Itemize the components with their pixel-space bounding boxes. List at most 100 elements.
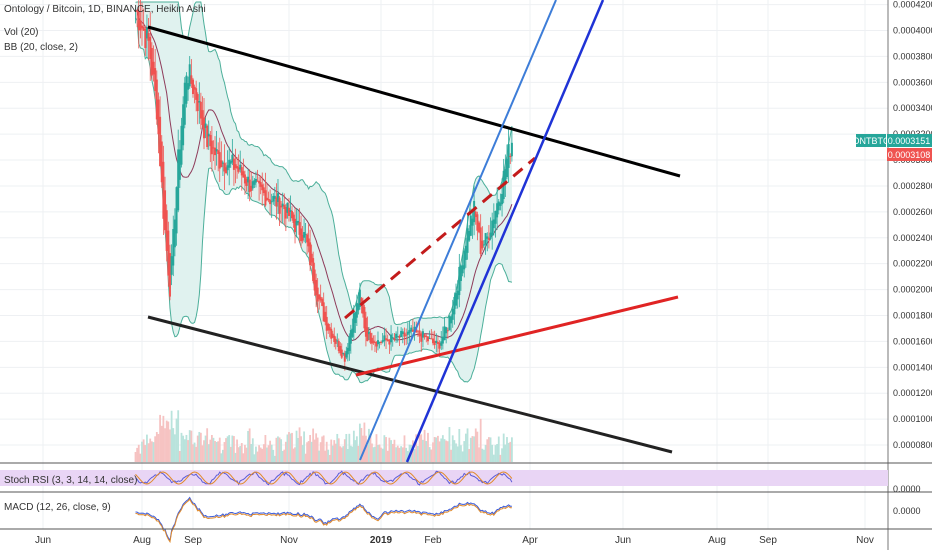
volume-bar bbox=[427, 433, 429, 462]
bollinger-bands bbox=[136, 2, 512, 383]
volume-bar bbox=[285, 442, 287, 462]
volume-bar bbox=[156, 432, 158, 462]
volume-bar bbox=[388, 438, 390, 462]
volume-bar bbox=[495, 445, 497, 462]
volume-bar bbox=[382, 449, 384, 462]
volume-bar bbox=[450, 450, 452, 462]
stoch-label: Stoch RSI (3, 3, 14, 14, close) bbox=[4, 475, 137, 486]
volume-bar bbox=[483, 450, 485, 462]
volume-bar bbox=[280, 439, 282, 462]
x-tick-label: Sep bbox=[184, 535, 202, 546]
volume-bar bbox=[429, 447, 431, 462]
volume-bar bbox=[236, 440, 238, 462]
volume-bar bbox=[279, 437, 281, 462]
volume-bars bbox=[135, 410, 513, 462]
trendline-lightblue-channel[interactable] bbox=[360, 0, 556, 460]
volume-bar bbox=[211, 435, 213, 462]
volume-bar bbox=[268, 445, 270, 462]
volume-bar bbox=[263, 444, 265, 462]
volume-bar bbox=[182, 436, 184, 462]
volume-bar bbox=[272, 450, 274, 462]
volume-bar bbox=[481, 449, 483, 462]
volume-bar bbox=[224, 442, 226, 462]
volume-bar bbox=[440, 438, 442, 462]
volume-bar bbox=[385, 437, 387, 462]
volume-bar bbox=[219, 438, 221, 462]
volume-bar bbox=[506, 437, 508, 462]
volume-bar bbox=[153, 442, 155, 462]
y-tick-label: 0.0002400 bbox=[893, 233, 932, 243]
volume-bar bbox=[468, 449, 470, 462]
volume-bar bbox=[425, 441, 427, 462]
volume-bar bbox=[432, 442, 434, 462]
volume-bar bbox=[166, 421, 168, 462]
volume-bar bbox=[249, 428, 251, 462]
volume-bar bbox=[146, 435, 148, 462]
volume-bar bbox=[242, 453, 244, 462]
volume-bar bbox=[189, 430, 191, 462]
volume-bar bbox=[158, 434, 160, 462]
trendline-blue-channel[interactable] bbox=[407, 0, 603, 462]
volume-bar bbox=[501, 448, 503, 462]
volume-bar bbox=[486, 439, 488, 462]
volume-bar bbox=[208, 444, 210, 462]
volume-bar bbox=[186, 435, 188, 462]
volume-bar bbox=[472, 436, 474, 462]
x-tick-label: Aug bbox=[708, 535, 726, 546]
volume-bar bbox=[264, 435, 266, 462]
volume-bar bbox=[430, 450, 432, 462]
volume-bar bbox=[190, 431, 192, 462]
volume-bar bbox=[202, 445, 204, 462]
volume-bar bbox=[490, 437, 492, 462]
y-tick-label: 0.0002600 bbox=[893, 207, 932, 217]
stoch-rsi-pane[interactable]: Stoch RSI (3, 3, 14, 14, close) 0.0000 bbox=[0, 463, 932, 494]
x-tick-label: Aug bbox=[133, 535, 151, 546]
x-tick-label: Feb bbox=[424, 535, 442, 546]
volume-bar bbox=[439, 441, 441, 462]
volume-bar bbox=[209, 440, 211, 462]
volume-bar bbox=[434, 437, 436, 462]
bb-label: BB (20, close, 2) bbox=[4, 42, 78, 53]
price-tag-last: ONTBTC 0.0003151 0.0003108 bbox=[853, 134, 932, 161]
volume-bar bbox=[238, 447, 240, 462]
volume-bar bbox=[420, 434, 422, 462]
volume-bar bbox=[394, 440, 396, 462]
y-tick-label: 0.0004000 bbox=[893, 26, 932, 36]
volume-bar bbox=[171, 411, 173, 462]
volume-bar bbox=[282, 451, 284, 462]
volume-bar bbox=[225, 438, 227, 462]
volume-bar bbox=[460, 445, 462, 462]
macd-axis-label: 0.0000 bbox=[893, 506, 921, 516]
volume-bar bbox=[192, 444, 194, 462]
x-tick-label: 2019 bbox=[370, 535, 393, 546]
volume-bar bbox=[257, 452, 259, 462]
volume-bar bbox=[195, 447, 197, 462]
y-tick-label: 0.0002800 bbox=[893, 181, 932, 191]
y-tick-label: 0.0001200 bbox=[893, 388, 932, 398]
price-axis[interactable]: 0.00042000.00040000.00038000.00036000.00… bbox=[888, 0, 932, 550]
volume-bar bbox=[206, 428, 208, 462]
volume-bar bbox=[174, 434, 176, 462]
volume-bar bbox=[213, 438, 215, 462]
volume-bar bbox=[395, 447, 397, 462]
volume-bar bbox=[149, 439, 151, 462]
candle-body bbox=[508, 144, 510, 168]
last-price-tag: 0.0003151 bbox=[888, 136, 931, 146]
volume-bar bbox=[462, 451, 464, 462]
volume-bar bbox=[252, 438, 254, 462]
volume-bar bbox=[230, 447, 232, 462]
volume-bar bbox=[442, 435, 444, 462]
volume-bar bbox=[235, 453, 237, 462]
volume-bar bbox=[141, 442, 143, 462]
volume-bar bbox=[457, 446, 459, 462]
y-tick-label: 0.0002000 bbox=[893, 285, 932, 295]
volume-bar bbox=[397, 446, 399, 462]
volume-bar bbox=[467, 428, 469, 462]
candle-body bbox=[185, 76, 187, 104]
volume-bar bbox=[231, 436, 233, 462]
y-tick-label: 0.0001000 bbox=[893, 414, 932, 424]
volume-bar bbox=[247, 431, 249, 462]
volume-bar bbox=[402, 447, 404, 462]
